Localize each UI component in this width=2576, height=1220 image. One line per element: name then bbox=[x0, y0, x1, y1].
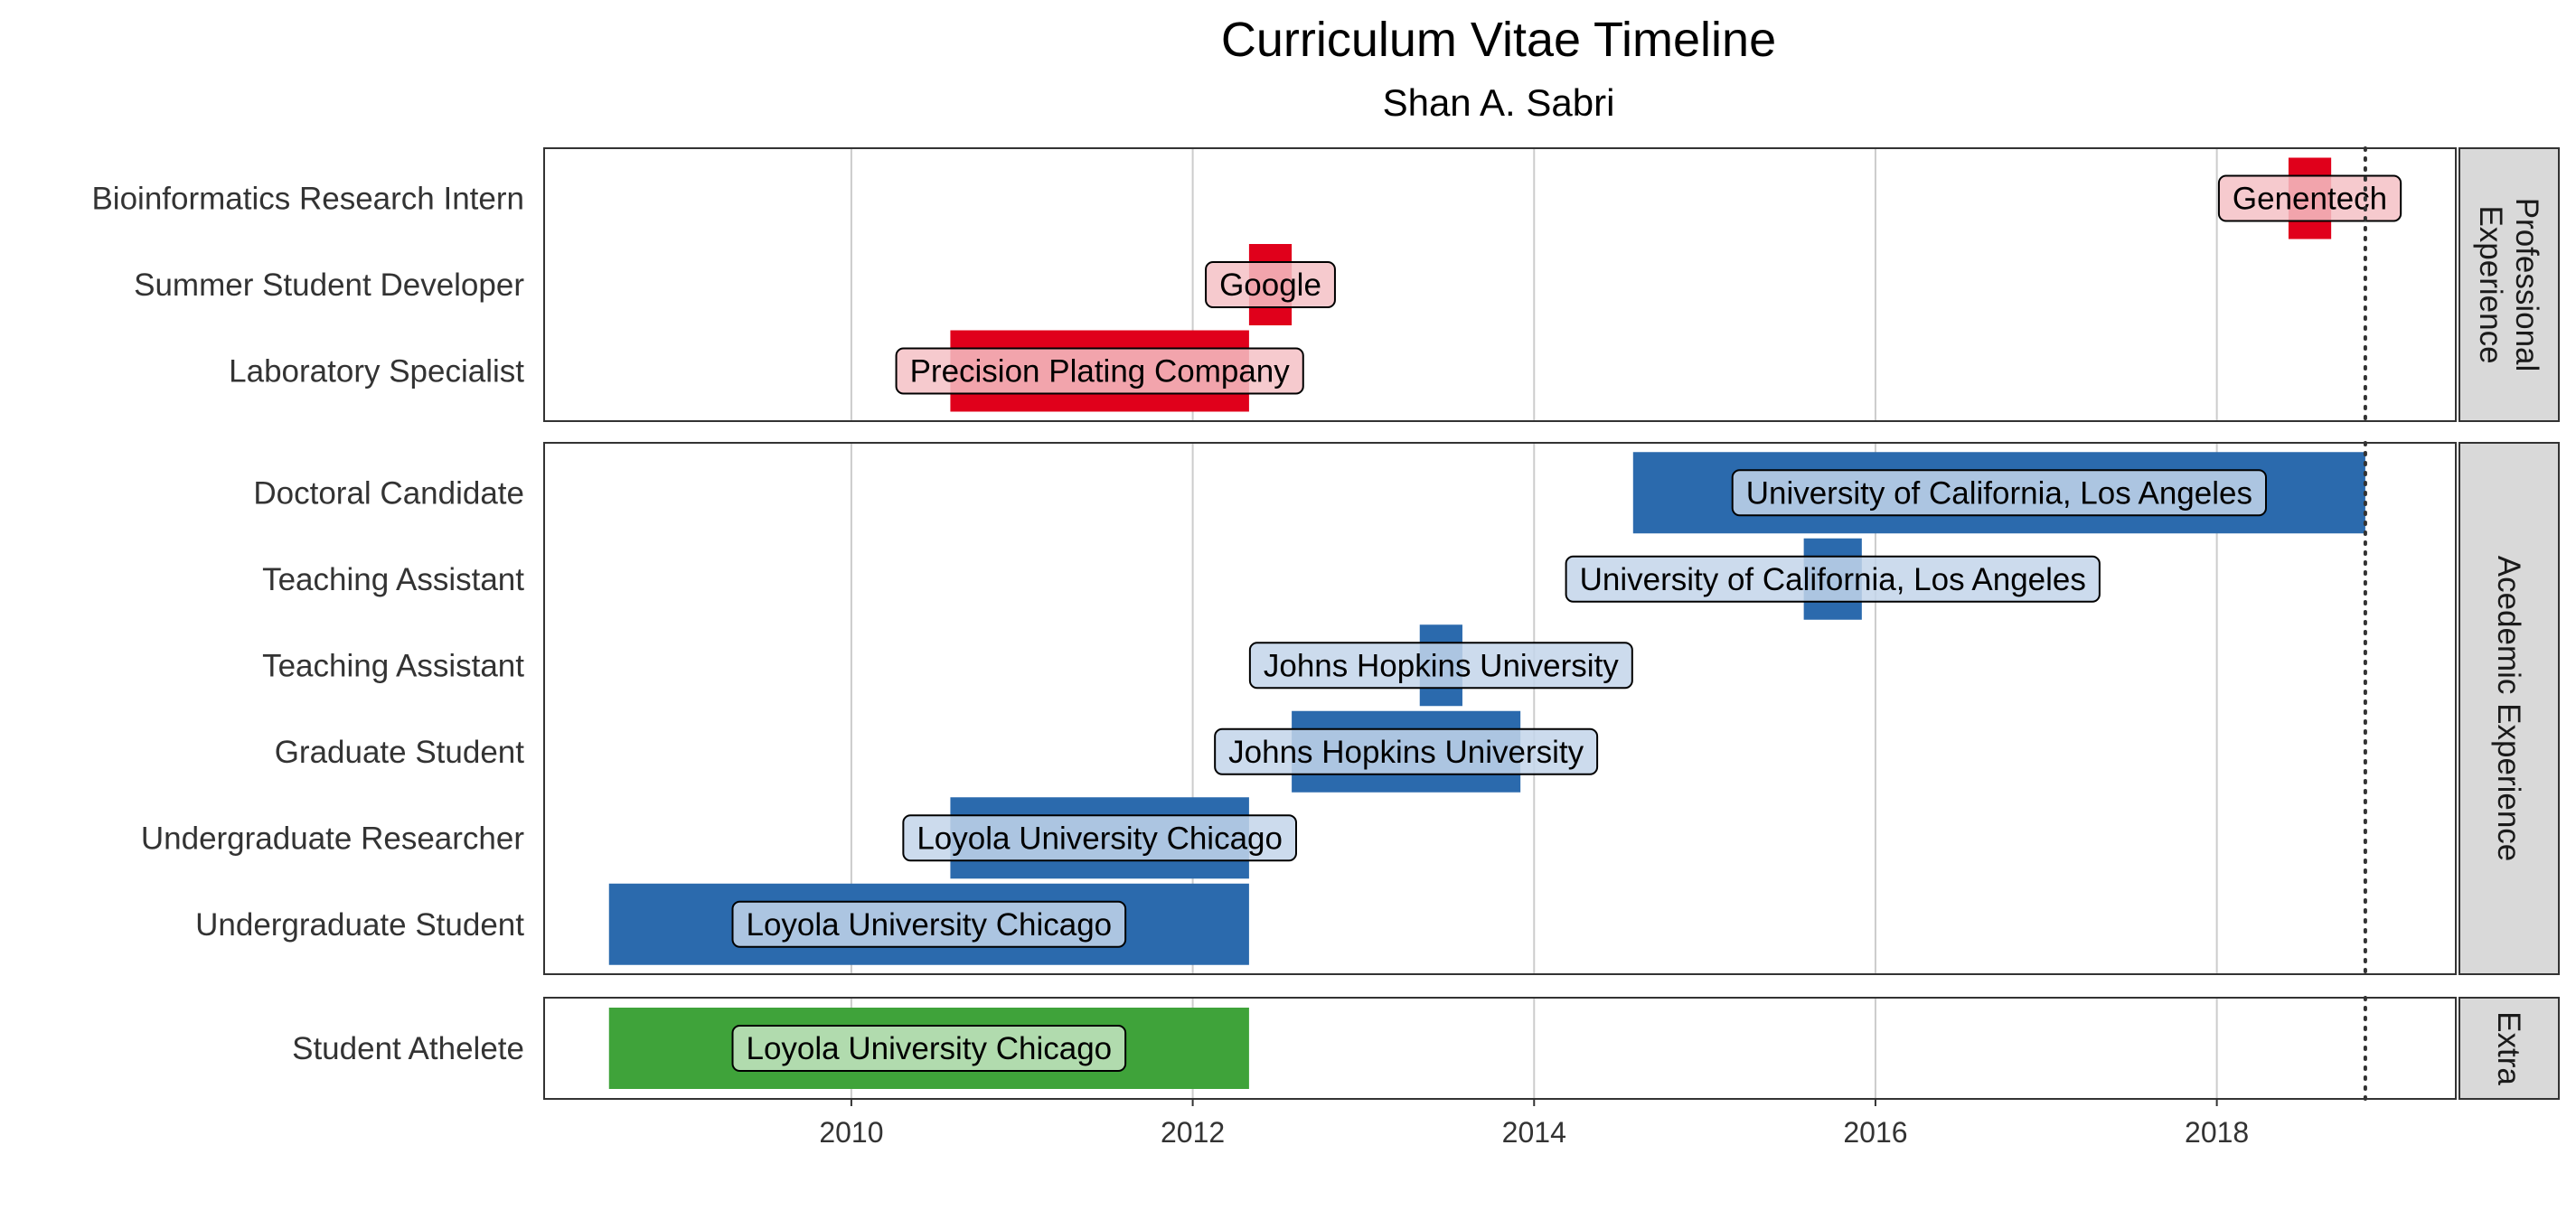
org-label: Loyola University Chicago bbox=[917, 821, 1283, 856]
timeline-row: Bioinformatics Research Intern Genentech bbox=[91, 157, 2402, 239]
facet-strip bbox=[2458, 997, 2560, 1100]
org-label-box bbox=[731, 900, 1127, 948]
panel-border bbox=[543, 147, 2457, 422]
role-label: Doctoral Candidate bbox=[253, 475, 524, 511]
org-label: Loyola University Chicago bbox=[747, 907, 1113, 943]
plot-area: Bioinformatics Research Intern Genentech S… bbox=[91, 146, 2560, 1149]
role-label: Graduate Student bbox=[275, 735, 525, 770]
timeline-row: Student Athelete Loyola University Chicag… bbox=[292, 1008, 1249, 1089]
panel-border bbox=[543, 997, 2457, 1100]
org-label: Precision Plating Company bbox=[910, 354, 1291, 389]
timeline-row: Undergraduate Student Loyola University C… bbox=[195, 883, 1249, 965]
org-label: Johns Hopkins University bbox=[1264, 648, 1619, 683]
facet-strip-label: Extra bbox=[2491, 1011, 2526, 1085]
facet-strip bbox=[2458, 442, 2560, 975]
timeline-row: Laboratory Specialist Precision Plating C… bbox=[229, 330, 1304, 412]
panel-background bbox=[544, 148, 2456, 421]
facet-strip bbox=[2458, 147, 2560, 422]
panel-border bbox=[543, 442, 2457, 975]
facet-panel: Bioinformatics Research Intern Genentech S… bbox=[91, 146, 2560, 423]
facet-strip-label: ProfessionalExperience bbox=[2473, 198, 2544, 372]
timeline-row: Doctoral Candidate University of Californ… bbox=[253, 452, 2365, 534]
role-label: Teaching Assistant bbox=[262, 562, 524, 597]
facet-strip-line: Professional bbox=[2509, 198, 2544, 372]
org-label-box bbox=[1731, 469, 2267, 517]
timeline-row: Summer Student Developer Google bbox=[134, 244, 1336, 325]
org-label-box bbox=[895, 347, 1304, 395]
org-label: Loyola University Chicago bbox=[747, 1031, 1113, 1066]
org-label: Genentech bbox=[2233, 182, 2387, 217]
org-label: University of California, Los Angeles bbox=[1580, 562, 2086, 597]
timeline-row: Graduate Student Johns Hopkins University bbox=[275, 710, 1599, 793]
org-label-box bbox=[902, 814, 1297, 862]
role-label: Summer Student Developer bbox=[134, 267, 524, 303]
facet-strip-line: Experience bbox=[2473, 205, 2508, 363]
org-label: Google bbox=[1219, 267, 1321, 303]
chart-title: Curriculum Vitae Timeline bbox=[1221, 13, 1776, 67]
timeline-row: Teaching Assistant Johns Hopkins Universi… bbox=[262, 624, 1633, 707]
role-label: Bioinformatics Research Intern bbox=[91, 182, 524, 217]
timeline-row: Teaching Assistant University of Californ… bbox=[262, 538, 2101, 620]
x-tick-label: 2014 bbox=[1502, 1116, 1566, 1149]
role-label: Student Athelete bbox=[292, 1031, 524, 1066]
facet-strip-line: Acedemic Experience bbox=[2491, 556, 2526, 862]
facet-strip-line: Extra bbox=[2491, 1011, 2526, 1085]
x-tick-label: 2010 bbox=[819, 1116, 883, 1149]
x-tick-label: 2012 bbox=[1161, 1116, 1225, 1149]
org-label-box bbox=[1214, 727, 1599, 775]
org-label-box bbox=[1565, 555, 2101, 603]
org-label: Johns Hopkins University bbox=[1228, 735, 1584, 770]
x-tick-label: 2018 bbox=[2185, 1116, 2249, 1149]
org-label-box bbox=[1205, 261, 1336, 308]
role-label: Laboratory Specialist bbox=[229, 354, 524, 389]
org-label-box bbox=[1248, 642, 1633, 690]
role-label: Teaching Assistant bbox=[262, 648, 524, 683]
facet-panel: Student Athelete Loyola University Chicag… bbox=[292, 996, 2560, 1101]
facet-panel: Doctoral Candidate University of Californ… bbox=[141, 441, 2560, 976]
facet-strip-label: Acedemic Experience bbox=[2491, 556, 2526, 862]
timeline-row: Undergraduate Researcher Loyola Universit… bbox=[141, 797, 1297, 879]
chart-subtitle: Shan A. Sabri bbox=[1383, 81, 1615, 124]
role-label: Undergraduate Student bbox=[195, 907, 524, 943]
role-label: Undergraduate Researcher bbox=[141, 821, 524, 856]
org-label: University of California, Los Angeles bbox=[1746, 475, 2252, 511]
org-label-box bbox=[2217, 174, 2402, 222]
org-label-box bbox=[731, 1025, 1127, 1072]
x-tick-label: 2016 bbox=[1843, 1116, 1907, 1149]
